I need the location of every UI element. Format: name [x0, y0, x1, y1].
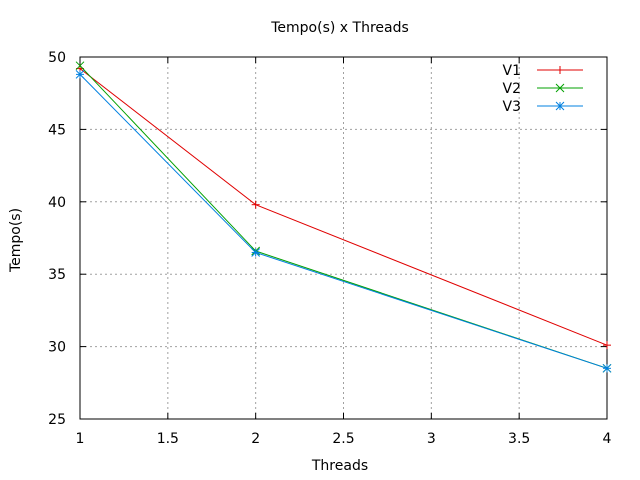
data-point-v1	[251, 200, 260, 209]
legend-marker-v2	[555, 83, 565, 93]
data-point-v3	[75, 70, 85, 79]
x-tick-label: 1.5	[157, 431, 179, 447]
y-tick-label: 35	[48, 267, 66, 283]
legend-label-v1: V1	[503, 63, 521, 79]
grid	[80, 57, 607, 419]
data-point-v3	[602, 363, 612, 373]
series	[75, 61, 612, 373]
legend-label-v3: V3	[503, 99, 521, 115]
data-point-v3	[251, 248, 261, 257]
chart-title: Tempo(s) x Threads	[270, 20, 409, 36]
legend-marker-v1	[556, 66, 564, 74]
x-tick-label: 3	[427, 431, 436, 447]
y-axis-ticks: 25 30 35 40 45 50	[48, 50, 607, 428]
legend-label-v2: V2	[503, 81, 521, 97]
y-tick-label: 25	[48, 412, 66, 428]
series-v3	[75, 70, 612, 373]
legend-marker-v3	[555, 101, 565, 111]
y-tick-label: 40	[48, 195, 66, 211]
x-tick-label: 2.5	[332, 431, 354, 447]
data-point-v2	[75, 61, 85, 71]
data-point-v1	[603, 341, 611, 350]
x-axis-label: Threads	[311, 458, 368, 474]
y-axis-label: Tempo(s)	[8, 208, 24, 273]
legend: V1 V2 V3	[503, 63, 583, 115]
x-tick-label: 4	[603, 431, 612, 447]
y-tick-label: 45	[48, 122, 66, 138]
y-tick-label: 50	[48, 50, 66, 66]
x-tick-label: 2	[251, 431, 260, 447]
x-tick-label: 3.5	[508, 431, 530, 447]
x-tick-label: 1	[76, 431, 85, 447]
y-tick-label: 30	[48, 340, 66, 356]
x-axis-ticks: 1 1.5 2 2.5 3 3.5 4	[76, 57, 612, 447]
